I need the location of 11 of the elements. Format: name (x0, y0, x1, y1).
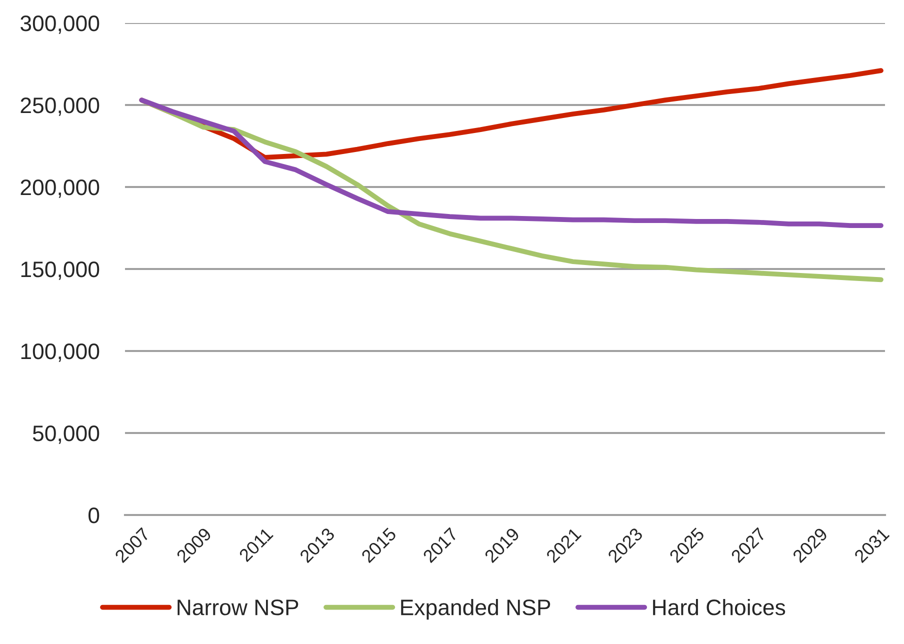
y-tick-label: 250,000 (20, 98, 100, 116)
y-tick-label: 300,000 (20, 16, 100, 34)
y-tick-label: 50,000 (32, 426, 100, 444)
line-series (139, 98, 884, 228)
y-tick-label: 100,000 (21, 344, 100, 362)
y-tick-label: 200,000 (20, 180, 100, 198)
legend-label: Hard Choices (653, 598, 786, 616)
legend-label: Expanded NSP (401, 598, 550, 620)
y-tick-label: 0 (88, 508, 100, 524)
y-tick-label: 150,000 (21, 262, 100, 280)
legend-label: Narrow NSP (178, 600, 298, 616)
